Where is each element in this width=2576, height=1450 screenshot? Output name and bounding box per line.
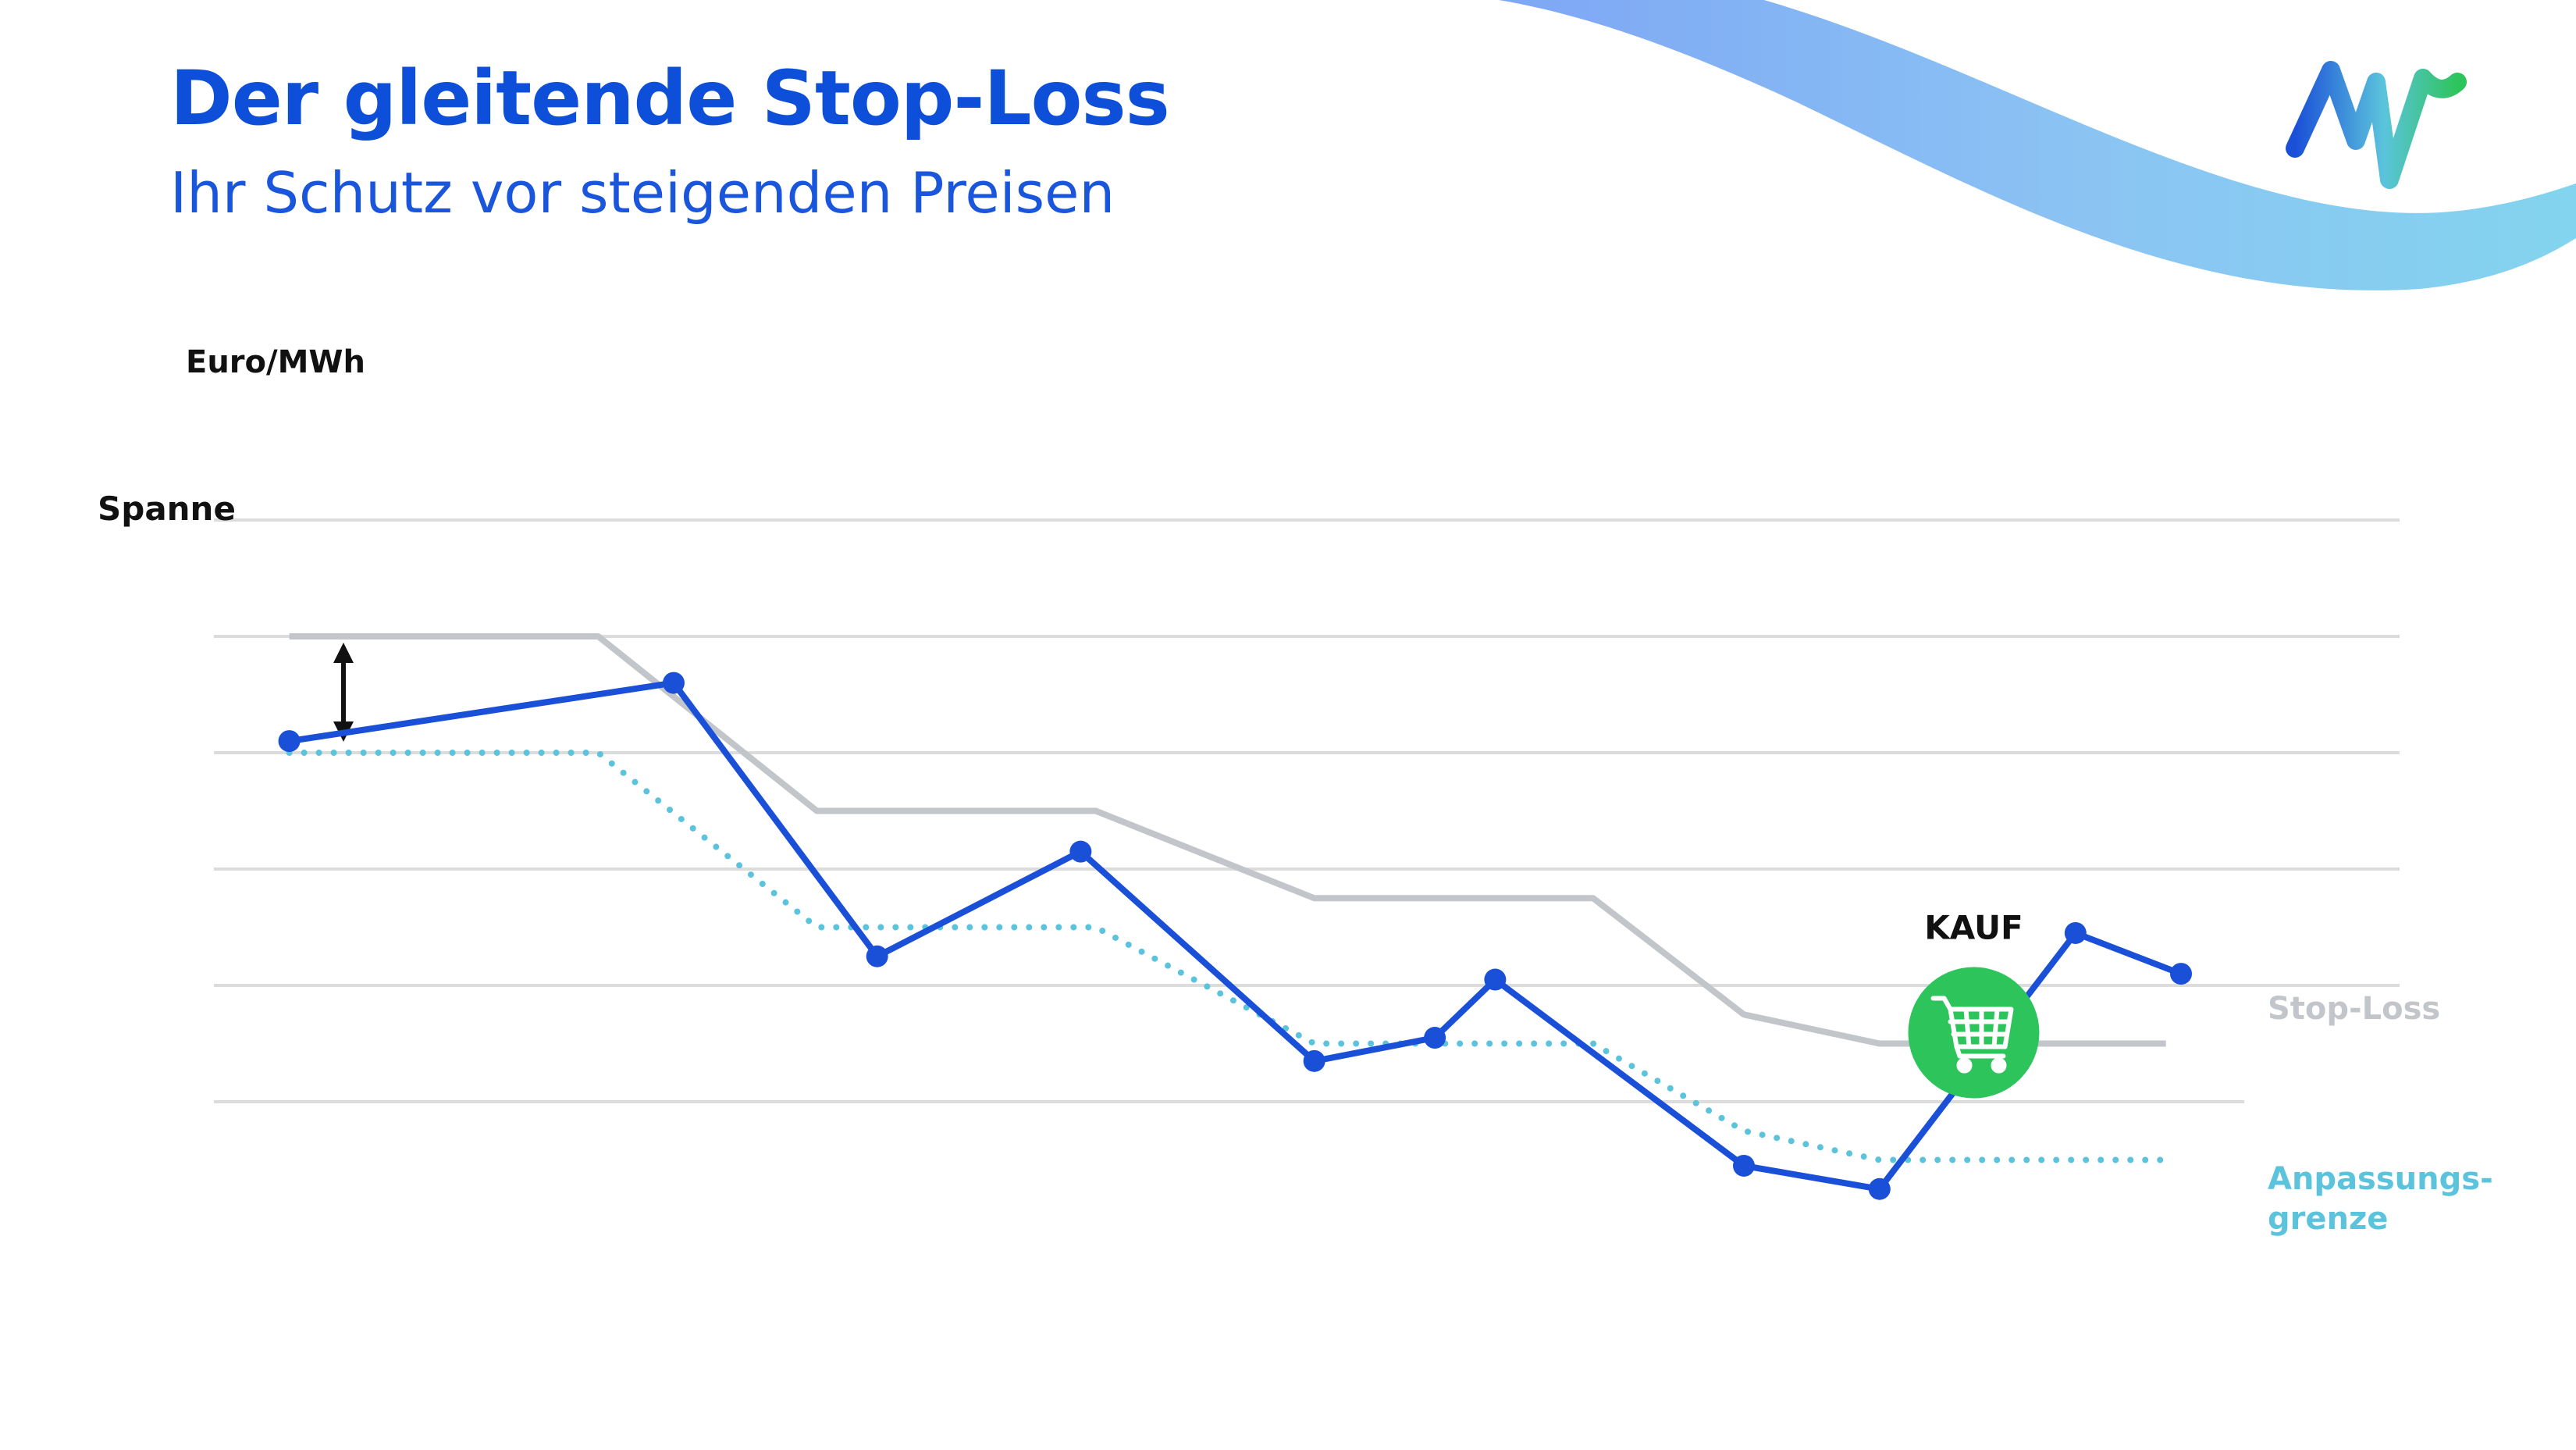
series-line-price: [289, 679, 2183, 1192]
series-layer: [286, 633, 2183, 1192]
cart-wheel: [1956, 1057, 1973, 1074]
mvv-logo-icon: [2286, 61, 2467, 189]
data-point: [1733, 1154, 1755, 1177]
data-point: [1069, 840, 1092, 863]
grid-layer: [214, 518, 2400, 1103]
span-label: Spanne: [98, 490, 236, 528]
legend-anpassung-label-line1: Anpassungs-: [2268, 1161, 2493, 1197]
data-point: [866, 945, 888, 967]
data-point: [1424, 1027, 1446, 1049]
data-point: [2170, 963, 2192, 985]
data-point: [2064, 921, 2087, 944]
annotation-layer: KAUF: [1908, 909, 2040, 1099]
cart-grid: [1948, 1006, 2011, 1049]
data-point: [662, 672, 685, 694]
y-axis-label: Euro/MWh: [186, 344, 365, 380]
data-point: [1303, 1049, 1325, 1072]
legend-stop-loss-label: Stop-Loss: [2268, 991, 2440, 1027]
data-point: [1484, 968, 1507, 991]
series-line-anpassungsgrenze: [286, 750, 2169, 1163]
span-arrow-head-up: [333, 643, 354, 663]
shopping-cart-icon: [1930, 996, 2014, 1074]
page-title: Der gleitende Stop-Loss: [170, 55, 1170, 142]
page-subtitle: Ihr Schutz vor steigenden Preisen: [170, 160, 1115, 226]
legend-anpassung-label-line2: grenze: [2268, 1201, 2388, 1237]
data-point: [278, 730, 301, 753]
points-layer: [278, 672, 2192, 1200]
cart-wheel: [1991, 1057, 2007, 1074]
span-arrow: [333, 643, 354, 742]
kauf-label: KAUF: [1924, 909, 2023, 947]
decorative-wave: [1499, 0, 2576, 290]
data-point: [1868, 1177, 1891, 1200]
stop-loss-chart: Euro/MWh Spanne KAUF Stop-Loss Anpassung…: [98, 344, 2493, 1237]
series-line-stop-loss: [289, 633, 2166, 1047]
cart-base: [1954, 1044, 2006, 1059]
